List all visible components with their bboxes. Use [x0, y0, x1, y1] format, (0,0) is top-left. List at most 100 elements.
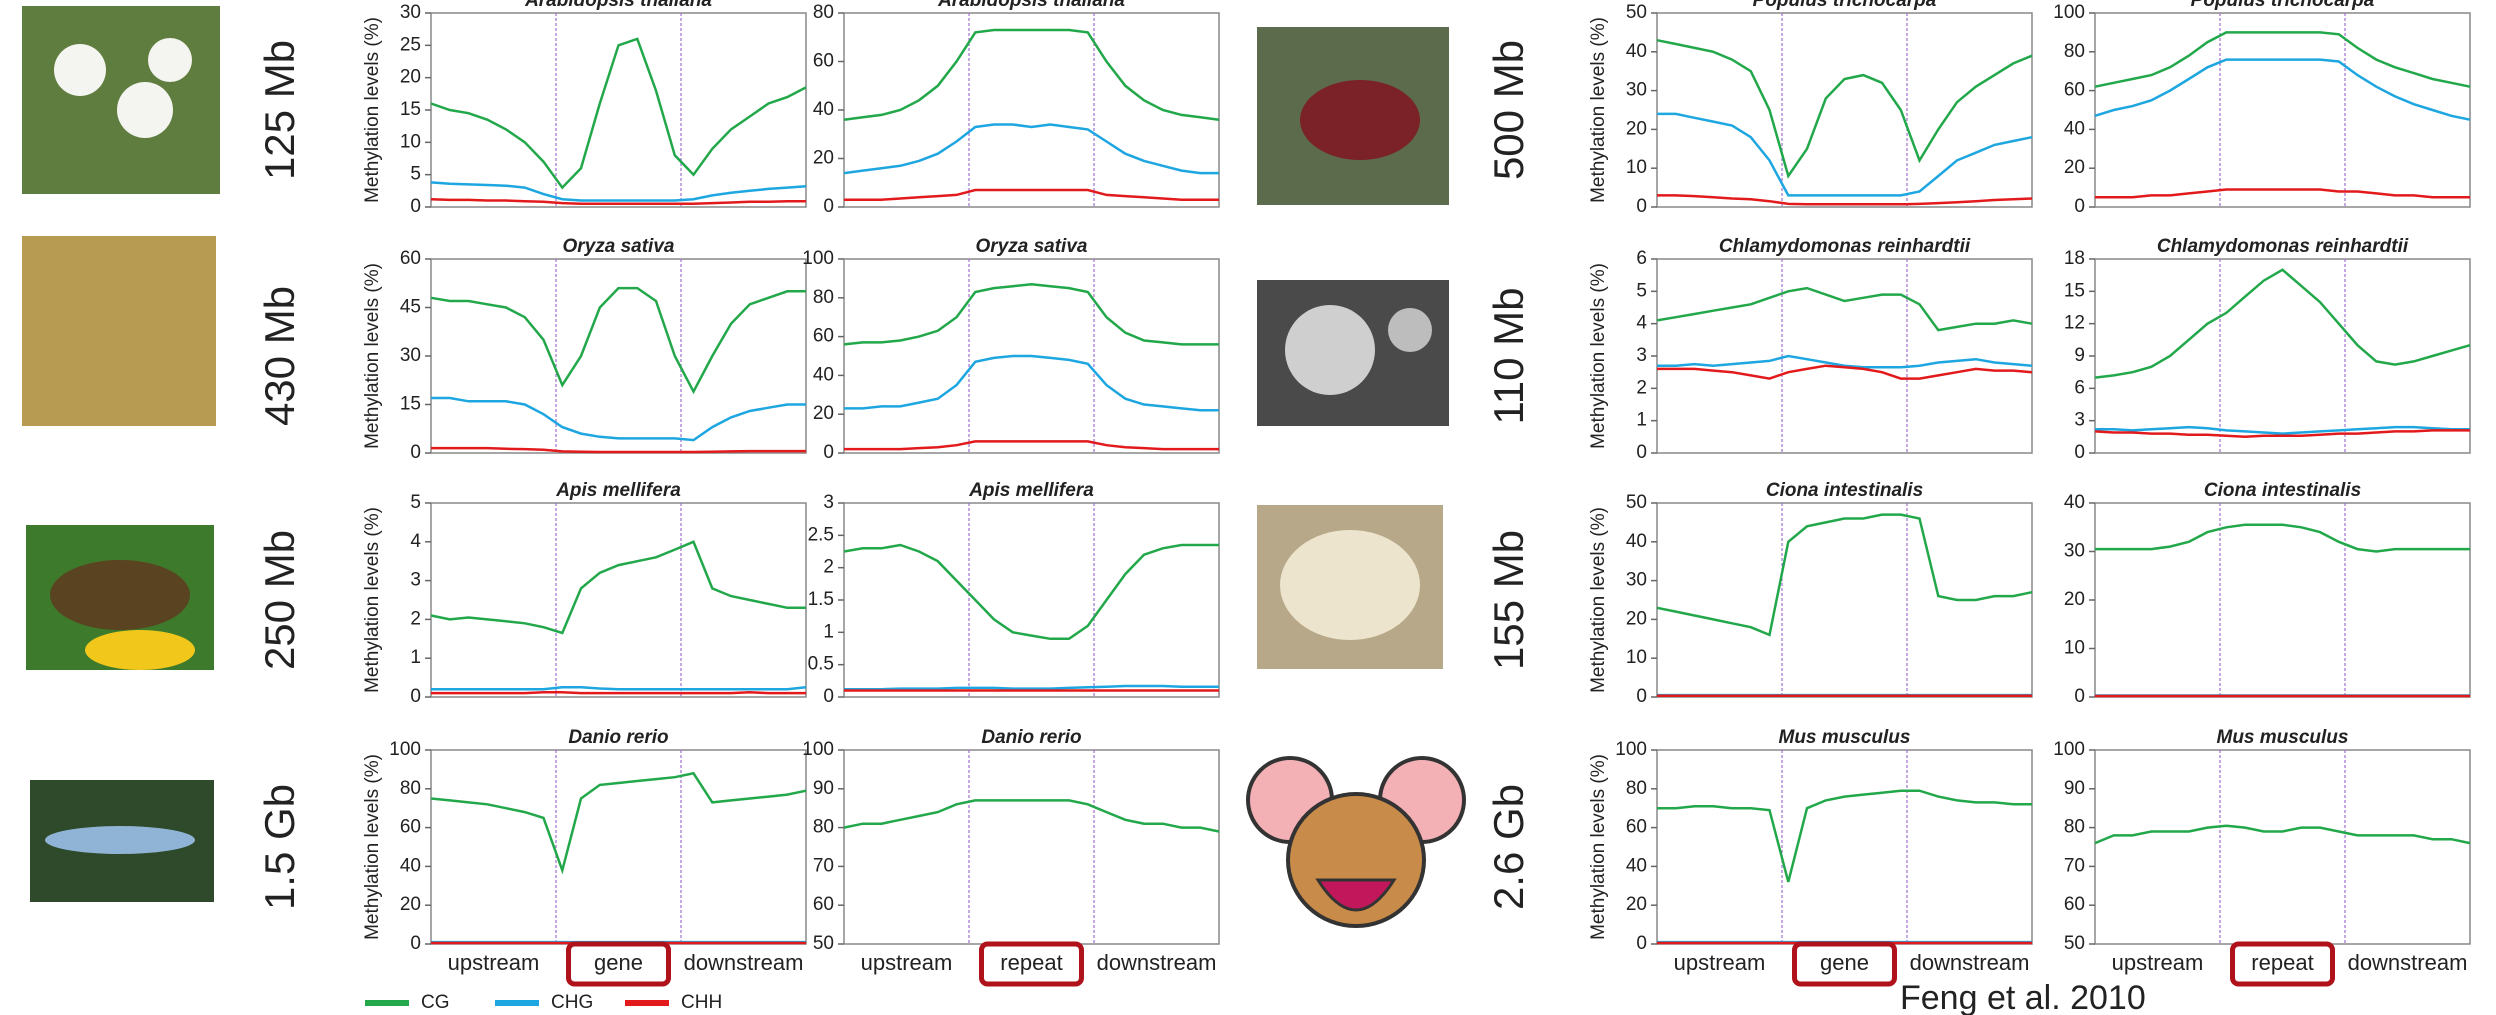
y-tick-label: 2 [410, 608, 421, 629]
y-tick-label: 50 [813, 933, 834, 954]
y-tick-label: 15 [400, 394, 421, 415]
y-tick-label: 2.5 [808, 524, 834, 545]
flower [85, 630, 195, 670]
y-tick-label: 1.5 [808, 589, 834, 610]
photo-mouse [1246, 756, 1466, 928]
x-region-label: gene [1820, 950, 1869, 975]
y-tick-label: 90 [813, 778, 834, 799]
catkin [1300, 80, 1420, 160]
chart: Danio rerio 50 60 70 80 90 100 upstream repeat do… [802, 727, 1220, 987]
bee [50, 560, 190, 630]
y-axis-label: Methylation levels (%) [362, 263, 383, 449]
ciona [1280, 530, 1420, 640]
y-tick-label: 60 [813, 51, 834, 72]
genome-size: 500 Mb [1485, 40, 1532, 180]
series-line [430, 286, 806, 395]
citation: Feng et al. 2010 [1900, 979, 2146, 1015]
chart: Chlamydomonas reinhardtii Methylation lev… [1588, 236, 2033, 463]
chart-title: Arabidopsis thaliana [937, 0, 1125, 11]
y-tick-label: 0 [1636, 933, 1647, 954]
photos [22, 6, 1466, 928]
series-line [843, 123, 1219, 175]
plot-frame [1656, 749, 2033, 945]
chart-title: Chlamydomonas reinhardtii [1719, 236, 1971, 257]
series-line [843, 28, 1220, 121]
y-tick-label: 50 [1626, 2, 1647, 23]
x-region-label: gene [594, 950, 643, 975]
series-line [2094, 268, 2471, 379]
y-tick-label: 60 [2064, 80, 2085, 101]
y-tick-label: 100 [2053, 2, 2085, 23]
series-line [430, 540, 806, 635]
x-region-label: downstream [1910, 950, 2030, 975]
chart: Arabidopsis thaliana 0 20 40 60 80 [813, 0, 1220, 217]
series-line [430, 181, 807, 202]
series-line [1657, 194, 2033, 206]
chart: Apis mellifera 0 0.5 1 1.5 2 2.5 3 [808, 480, 1220, 707]
plot-frame [843, 749, 1220, 945]
y-tick-label: 50 [1626, 492, 1647, 513]
series-line [1657, 364, 2033, 380]
y-tick-label: 1 [410, 647, 421, 668]
photo-rice [22, 236, 216, 426]
y-tick-label: 10 [1626, 647, 1647, 668]
chart: Mus musculus Methylation levels (%) 0 20 40 6… [1588, 727, 2033, 987]
chart-title: Populus trichocarpa [1753, 0, 1937, 11]
y-tick-label: 3 [1636, 345, 1647, 366]
y-tick-label: 100 [802, 739, 834, 760]
chart-title: Ciona intestinalis [1766, 480, 1923, 501]
plot-frame [430, 502, 807, 698]
chart-title: Danio rerio [981, 727, 1081, 748]
y-tick-label: 80 [813, 2, 834, 23]
y-tick-label: 20 [2064, 589, 2085, 610]
y-tick-label: 30 [1626, 570, 1647, 591]
y-tick-label: 60 [813, 326, 834, 347]
chart: Apis mellifera Methylation levels (%) 0 1 2 3… [362, 480, 807, 707]
y-tick-label: 40 [400, 855, 421, 876]
y-tick-label: 5 [410, 164, 421, 185]
x-region-label: repeat [2251, 950, 2313, 975]
y-tick-label: 100 [1615, 739, 1647, 760]
y-tick-label: 20 [400, 67, 421, 88]
plot-frame [1656, 12, 2033, 208]
y-tick-label: 0 [410, 686, 421, 707]
y-tick-label: 5 [410, 492, 421, 513]
chart-title: Danio rerio [568, 727, 668, 748]
plot-frame [1656, 258, 2033, 454]
y-tick-label: 25 [400, 34, 421, 55]
y-tick-label: 1 [823, 621, 834, 642]
series-line [431, 686, 807, 691]
legend-label: CHH [681, 992, 722, 1013]
plot-frame [2094, 502, 2471, 698]
y-tick-label: 60 [2064, 894, 2085, 915]
genome-size: 250 Mb [256, 530, 303, 670]
series-line [844, 684, 1219, 691]
chart: Ciona intestinalis Methylation levels (%)… [1588, 480, 2033, 707]
y-tick-label: 0 [2074, 442, 2085, 463]
y-tick-label: 40 [1626, 855, 1647, 876]
highlight-box [566, 941, 671, 987]
chart-title: Oryza sativa [563, 236, 675, 257]
cell [1388, 308, 1432, 352]
series-line [1657, 354, 2033, 369]
chart: Arabidopsis thaliana Methylation levels (… [362, 0, 807, 217]
x-region-label: downstream [2348, 950, 2468, 975]
x-region-label: upstream [861, 950, 953, 975]
series-line [844, 354, 1219, 412]
series-line [430, 37, 807, 190]
y-tick-label: 70 [2064, 855, 2085, 876]
series-line [2095, 425, 2470, 435]
y-tick-label: 100 [2053, 739, 2085, 760]
highlight-box [2230, 941, 2335, 987]
cell [1285, 305, 1375, 395]
y-tick-label: 40 [2064, 492, 2085, 513]
y-tick-label: 15 [2064, 280, 2085, 301]
y-tick-label: 40 [1626, 41, 1647, 62]
y-tick-label: 100 [802, 248, 834, 269]
flower [148, 38, 192, 82]
series-line [1656, 513, 2033, 637]
series-line [1656, 286, 2033, 332]
chart-title: Arabidopsis thaliana [524, 0, 712, 11]
y-tick-label: 15 [400, 99, 421, 120]
chart-title: Mus musculus [2217, 727, 2349, 748]
